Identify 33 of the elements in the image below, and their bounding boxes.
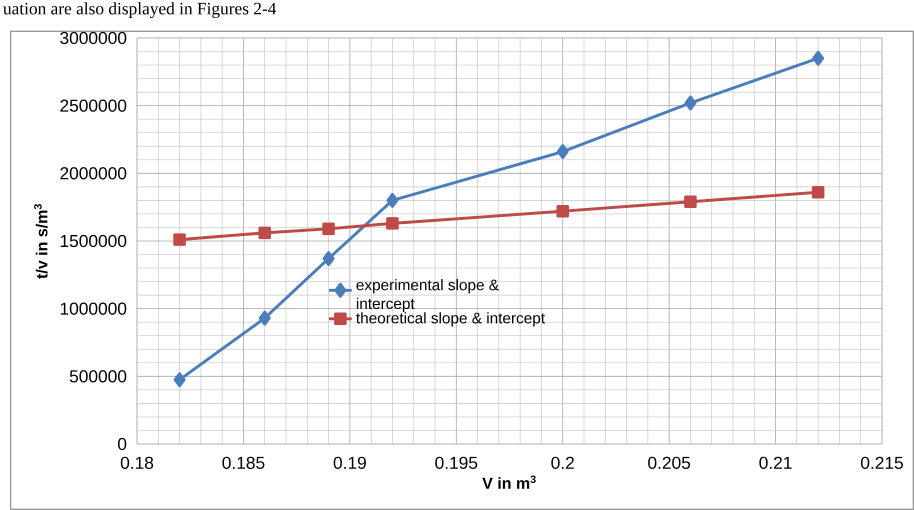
point (174, 372, 186, 388)
x-tick-label: 0.215 (860, 456, 903, 469)
x-tick-label: 0.18 (120, 456, 154, 469)
x-tick-label: 0.19 (334, 456, 366, 469)
point (684, 195, 697, 208)
point (812, 50, 824, 66)
point (258, 226, 271, 240)
x-tick-label: 0.2 (551, 456, 574, 469)
x-tick-label: 0.205 (648, 456, 690, 469)
x-axis-title: V in m$^{3}$ (482, 475, 536, 489)
y-tick-label: 3000000 (60, 32, 126, 44)
point (386, 192, 398, 208)
point (556, 144, 569, 160)
point (386, 217, 399, 230)
point (812, 186, 824, 199)
x-tick-label: 0.195 (435, 456, 478, 469)
y-tick-label: 0 (118, 438, 126, 450)
y-tick-label: 1000000 (60, 302, 126, 315)
legend-label: theoretical slope & intercept (356, 312, 545, 327)
point (258, 310, 271, 326)
text: uation are also displayed in Figures 2-4 (3, 2, 276, 18)
point (684, 95, 696, 110)
y-tick-label: 1500000 (60, 234, 126, 248)
y-tick-label: 2000000 (60, 167, 126, 180)
y-tick-label: 2500000 (60, 100, 126, 112)
x-tick-label: 0.185 (222, 456, 264, 469)
point (322, 222, 335, 236)
y-tick-label: 500000 (70, 370, 126, 382)
point (322, 251, 335, 266)
point (173, 233, 186, 246)
point (556, 204, 569, 218)
y-axis-title: t/v in s/m$^{3}$ (34, 204, 48, 279)
x-tick-label: 0.21 (759, 456, 792, 469)
